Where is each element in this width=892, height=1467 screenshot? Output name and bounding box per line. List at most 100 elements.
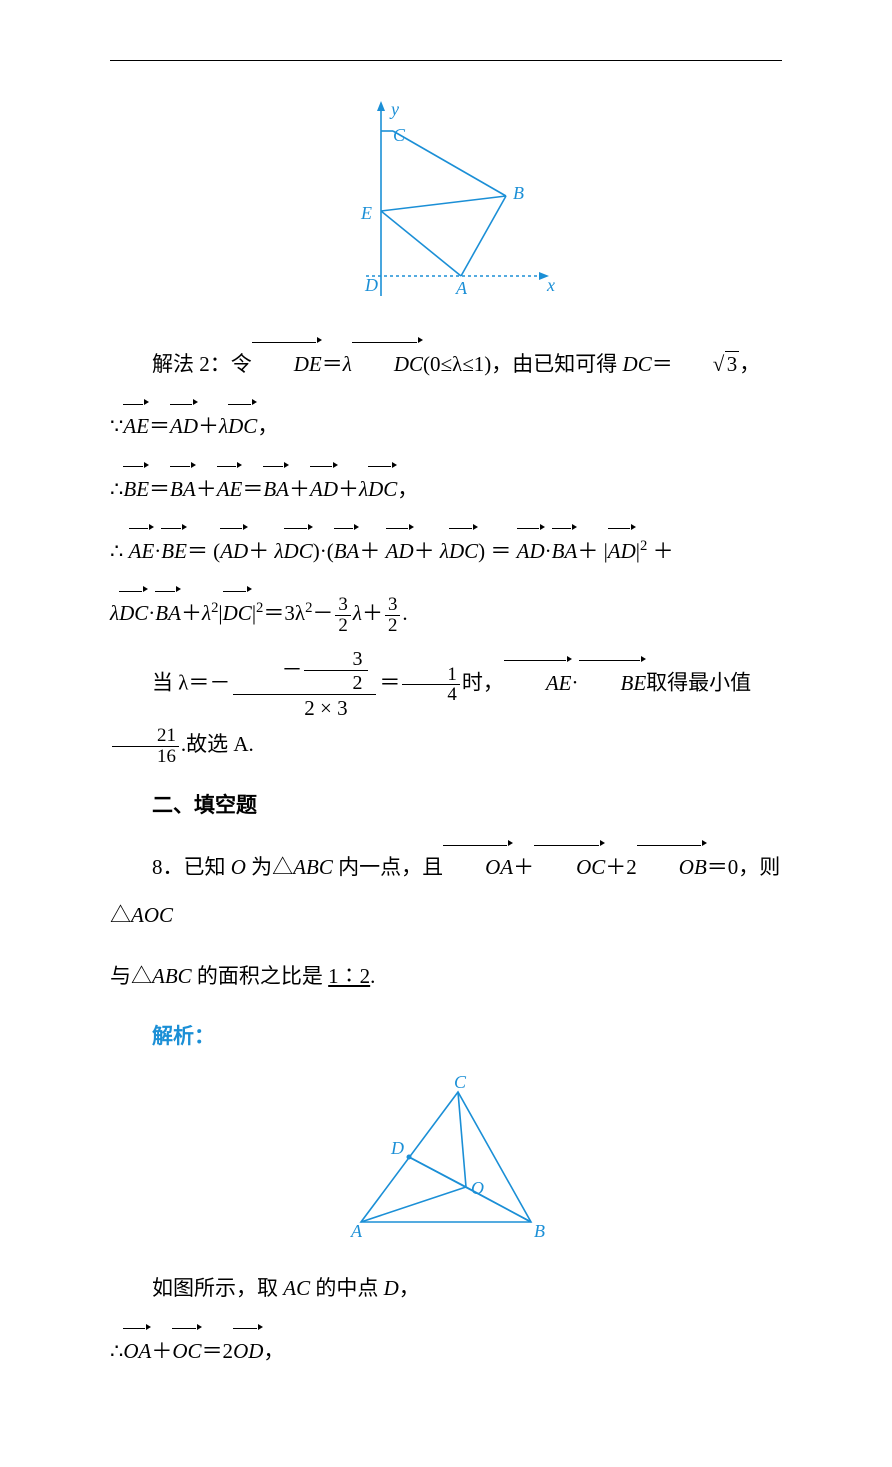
q8-text: 8．已知 O 为△ABC 内一点，且OA＋OC＋2OB＝0，则△AOC (110, 841, 782, 940)
figure-1-container: y x D A B C E (110, 91, 782, 326)
vec-ae: AE (546, 671, 572, 695)
q8-answer: 1∶2 (328, 964, 370, 988)
vec-ad: AD (517, 539, 545, 563)
svg-text:A: A (455, 278, 468, 298)
dot: · (154, 539, 161, 563)
top-rule (110, 60, 782, 61)
sq: 2 (305, 600, 312, 616)
vec-ae: AE (217, 477, 243, 501)
sol2-line1: 解法 2：令DE＝λDC(0≤λ≤1)，由已知可得 DC＝3， (110, 338, 782, 388)
jiexi-label: 解析： (110, 1012, 782, 1060)
vec-oc: OC (576, 855, 605, 879)
vec-od: OD (233, 1339, 263, 1363)
plus: ＋ (605, 855, 626, 879)
plus: ＋ (151, 1339, 172, 1363)
vec-dc: DC (223, 601, 252, 625)
frac-21-16: 2116 (112, 726, 179, 767)
abc: ABC (152, 964, 192, 988)
when: 当 λ＝－ (152, 671, 230, 695)
figure-2-container: A B C O D (110, 1072, 782, 1252)
t: 的中点 (310, 1276, 384, 1300)
vec-dc: DC (119, 601, 148, 625)
shi: 时， (462, 671, 504, 695)
figure-2: A B C O D (316, 1072, 576, 1247)
vec-ba: BA (170, 477, 196, 501)
neg-big-frac: －32 2 × 3 (233, 649, 376, 720)
vec-be: BE (123, 477, 149, 501)
vec-ad: AD (608, 539, 636, 563)
t: 内一点，且 (333, 855, 443, 879)
sol2-line3: ∴BE＝BA＋AE＝BA＋AD＋λDC， (110, 463, 782, 513)
vec-ad: AD (386, 539, 414, 563)
svg-text:C: C (393, 125, 406, 145)
vec-oc: OC (172, 1339, 201, 1363)
two: 2 (626, 855, 637, 879)
vec-oa: OA (123, 1339, 151, 1363)
svg-text:B: B (534, 1221, 545, 1241)
frac-1-4: 14 (402, 665, 459, 706)
period: . (370, 964, 375, 988)
svg-text:A: A (350, 1221, 363, 1241)
sq: 2 (256, 600, 263, 616)
vec-ba: BA (334, 539, 360, 563)
frac-3-2b: 32 (385, 595, 400, 636)
eq: ＝ (652, 352, 673, 376)
because: ∵ (110, 414, 123, 438)
svg-text:y: y (389, 99, 399, 119)
vec-de: DE (294, 352, 322, 376)
t: 的面积之比是 (192, 964, 323, 988)
vec-dc: DC (449, 539, 478, 563)
eq2: ＝2 (202, 1339, 234, 1363)
vec-dc: DC (368, 477, 397, 501)
comma: ， (263, 1339, 284, 1363)
sq: 2 (640, 538, 647, 554)
t: 如图所示，取 (152, 1276, 283, 1300)
vec-ae: AE (123, 414, 149, 438)
min-text: 取得最小值 (646, 671, 751, 695)
text: 解法 2：令 (152, 352, 252, 376)
o: O (231, 855, 246, 879)
coef: 3λ (284, 601, 305, 625)
vec-ad: AD (220, 539, 248, 563)
q8-label: 8．已知 (152, 855, 231, 879)
svg-text:O: O (471, 1178, 484, 1198)
sol2-line4b: λDC·BA＋λ2|DC|2＝3λ2－32λ＋32. (110, 587, 782, 637)
sol2-line2: ∵AE＝AD＋λDC， (110, 400, 782, 450)
d: D (384, 1276, 399, 1300)
svg-text:D: D (364, 275, 378, 295)
t: 为△ (246, 855, 293, 879)
aoc: AOC (131, 903, 173, 927)
comma: ， (399, 1276, 420, 1300)
sol2-line4: ∴ AE·BE＝ (AD＋ λDC)·(BA＋ AD＋ λDC) ＝ AD·BA… (110, 525, 782, 575)
figure-1: y x D A B C E (331, 91, 561, 321)
sq: 2 (211, 600, 218, 616)
ac: AC (283, 1276, 310, 1300)
vec-dc: DC (284, 539, 313, 563)
q8-text-2: 与△ABC 的面积之比是 1∶2. (110, 952, 782, 1000)
comma: ， (739, 352, 760, 376)
text: ，由已知可得 (491, 352, 622, 376)
svg-text:x: x (546, 275, 555, 295)
vec-dc: DC (394, 352, 423, 376)
vec-oa: OA (485, 855, 513, 879)
vec-ae: AE (129, 539, 155, 563)
vec-dc: DC (228, 414, 257, 438)
frac-3-2: 32 (335, 595, 350, 636)
after-fig2-line1: 如图所示，取 AC 的中点 D， (110, 1264, 782, 1312)
range: (0≤λ≤1) (423, 352, 491, 376)
vec-be: BE (161, 539, 187, 563)
svg-text:C: C (454, 1072, 467, 1092)
abc: ABC (293, 855, 333, 879)
select-a: .故选 A. (181, 732, 254, 756)
plus: ＋ (513, 855, 534, 879)
therefore: ∴ (110, 1339, 123, 1363)
therefore: ∴ (110, 477, 123, 501)
period: . (402, 601, 407, 625)
svg-text:E: E (360, 203, 372, 223)
t: 与△ (110, 964, 152, 988)
vec-ba: BA (263, 477, 289, 501)
svg-text:B: B (513, 183, 524, 203)
vec-ba: BA (552, 539, 578, 563)
vec-ad: AD (310, 477, 338, 501)
vec-ba: BA (155, 601, 181, 625)
